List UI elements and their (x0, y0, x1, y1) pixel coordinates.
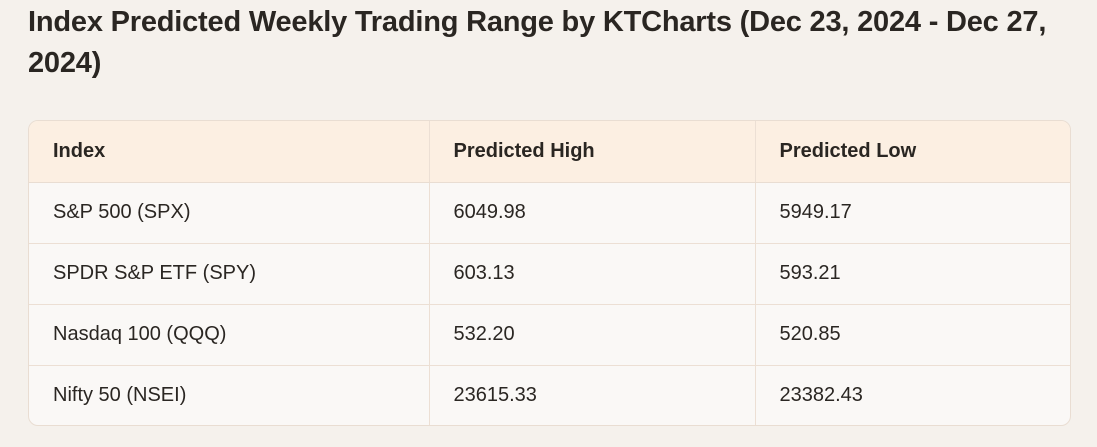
cell-predicted-high: 23615.33 (429, 365, 756, 425)
trading-range-table-container: Index Predicted High Predicted Low S&P 5… (28, 120, 1071, 426)
table-row: Nasdaq 100 (QQQ) 532.20 520.85 (29, 304, 1070, 366)
cell-index: S&P 500 (SPX) (29, 182, 430, 244)
cell-index: Nifty 50 (NSEI) (29, 365, 430, 425)
cell-predicted-high: 532.20 (429, 304, 756, 366)
cell-predicted-high: 6049.98 (429, 182, 756, 244)
cell-predicted-high: 603.13 (429, 243, 756, 305)
cell-index: Nasdaq 100 (QQQ) (29, 304, 430, 366)
cell-predicted-low: 593.21 (755, 243, 1070, 305)
cell-index: SPDR S&P ETF (SPY) (29, 243, 430, 305)
column-header-predicted-low: Predicted Low (755, 121, 1070, 183)
table-header-row: Index Predicted High Predicted Low (29, 121, 1070, 183)
trading-range-table: Index Predicted High Predicted Low S&P 5… (29, 121, 1070, 425)
table-row: SPDR S&P ETF (SPY) 603.13 593.21 (29, 243, 1070, 305)
column-header-predicted-high: Predicted High (429, 121, 756, 183)
cell-predicted-low: 23382.43 (779, 384, 863, 407)
cell-predicted-low: 5949.17 (755, 182, 1070, 244)
table-row: S&P 500 (SPX) 6049.98 5949.17 (29, 182, 1070, 244)
column-header-index: Index (29, 121, 430, 183)
page-title: Index Predicted Weekly Trading Range by … (28, 6, 1047, 79)
table-row: Nifty 50 (NSEI) 23615.33 23382.43 (29, 365, 1070, 425)
cell-predicted-low: 520.85 (755, 304, 1070, 366)
